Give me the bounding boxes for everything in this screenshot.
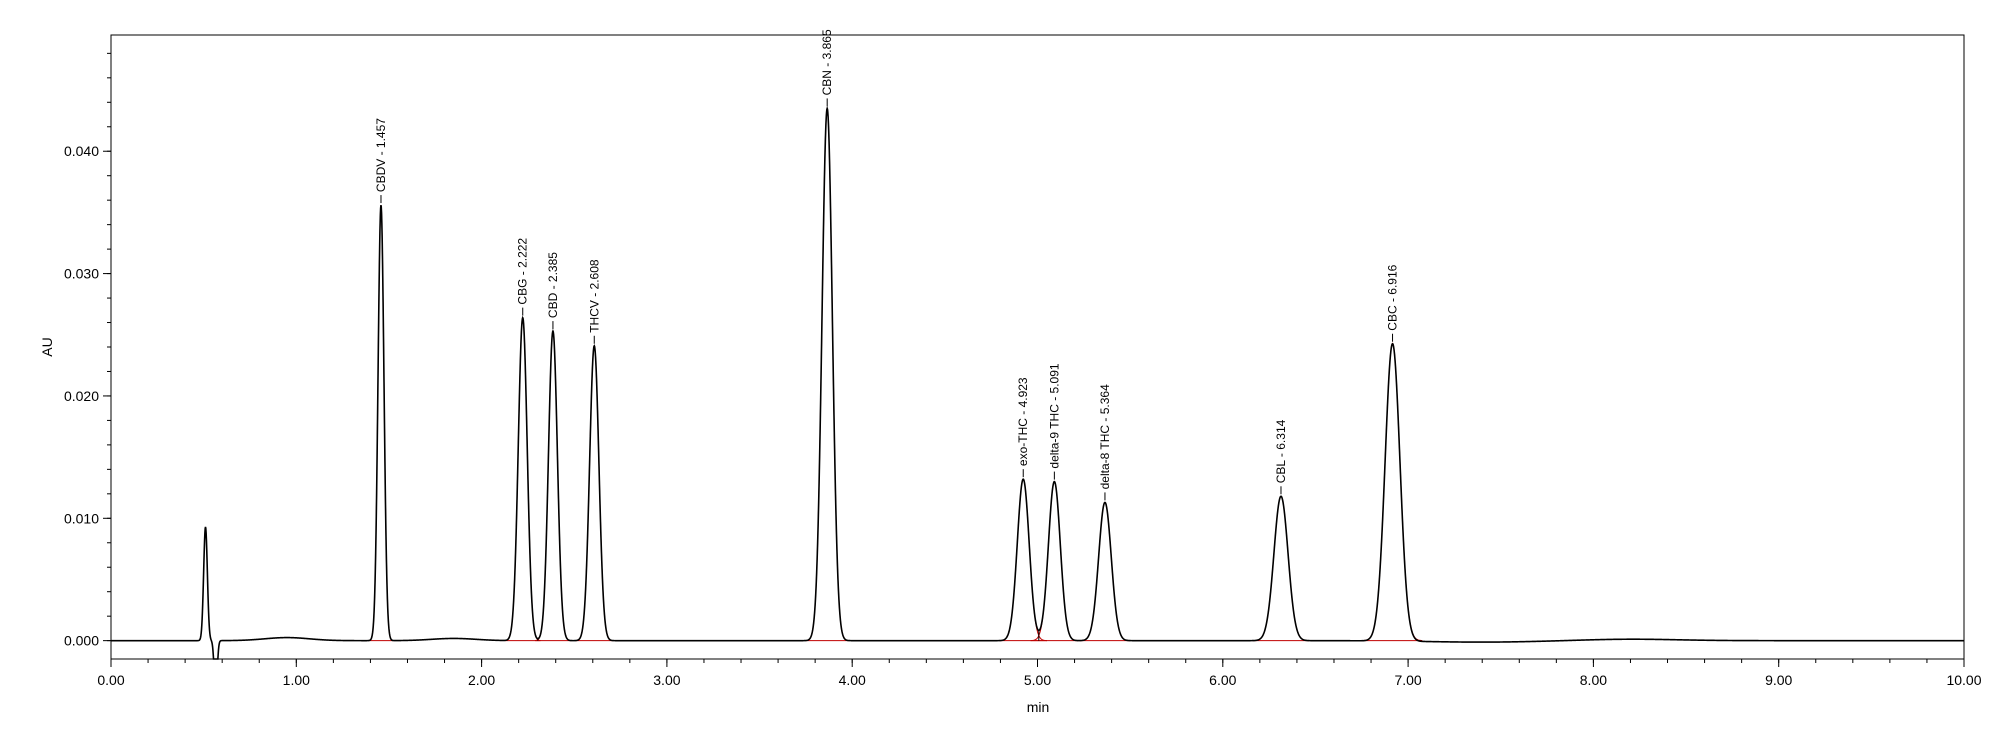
peak-label: exo-THC - 4.923 [1016, 377, 1030, 466]
x-tick-label: 3.00 [653, 672, 680, 688]
x-tick-label: 4.00 [839, 672, 866, 688]
peak-labels: CBDV - 1.457 CBG - 2.222 CBD - 2.385 THCV -… [374, 29, 1400, 501]
peak-label: CBG - 2.222 [516, 238, 530, 305]
x-tick-label: 2.00 [468, 672, 495, 688]
y-axis-title: AU [39, 337, 55, 356]
y-tick-label: 0.020 [64, 388, 99, 404]
peak-fit-curve [1079, 501, 1131, 642]
peak-fit-curve [1362, 342, 1423, 642]
peak-fit-curve [369, 204, 393, 641]
peak-fit-curve [999, 478, 1047, 642]
peak-label: CBN - 3.865 [820, 29, 834, 95]
peak-label: THCV - 2.608 [587, 259, 601, 333]
peak-label: CBDV - 1.457 [374, 118, 388, 192]
x-tick-label: 0.00 [97, 672, 124, 688]
y-tick-label: 0.000 [64, 633, 99, 649]
x-tick-label: 5.00 [1024, 672, 1051, 688]
x-axis-title: min [1027, 699, 1050, 715]
peak-fit-curve [1252, 495, 1310, 642]
peak-fit-curve [575, 344, 613, 642]
peak-label: CBL - 6.314 [1274, 419, 1288, 483]
x-tick-label: 1.00 [283, 672, 310, 688]
peak-fit-curves [369, 106, 1423, 642]
x-tick-label: 8.00 [1580, 672, 1607, 688]
peak-label: CBC - 6.916 [1386, 264, 1400, 330]
x-tick-label: 7.00 [1394, 672, 1421, 688]
peak-fit-curve [806, 106, 849, 641]
y-tick-label: 0.010 [64, 510, 99, 526]
peak-drop-lines [537, 630, 1080, 641]
peak-label: delta-8 THC - 5.364 [1098, 384, 1112, 489]
peak-fit-curve [535, 329, 571, 642]
chromatogram-trace [111, 105, 1964, 660]
peak-fit-curve [504, 316, 541, 642]
peak-fit-curve [1030, 480, 1079, 642]
y-tick-label: 0.040 [64, 143, 99, 159]
x-tick-label: 6.00 [1209, 672, 1236, 688]
x-tick-label: 9.00 [1765, 672, 1792, 688]
x-tick-label: 10.00 [1946, 672, 1981, 688]
peak-label: CBD - 2.385 [546, 252, 560, 318]
y-tick-label: 0.030 [64, 266, 99, 282]
x-axis-ticks: 0.00 1.00 2.00 3.00 4.00 5.00 6.00 7.00 8.00 9.00… [97, 659, 1982, 688]
peak-label: delta-9 THC - 5.091 [1047, 363, 1061, 468]
plot-frame [110, 34, 1965, 660]
y-axis-ticks: 0.000 0.010 0.020 0.030 0.040 [64, 52, 111, 649]
